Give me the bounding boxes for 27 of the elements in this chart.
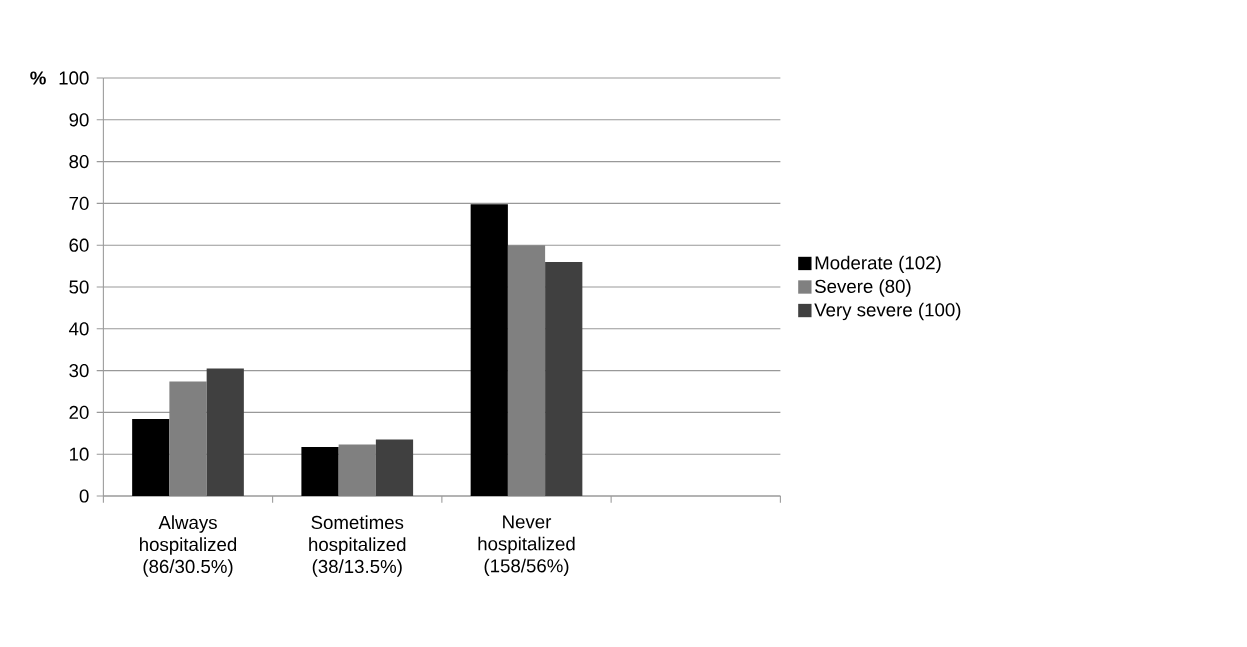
y-axis-title: % xyxy=(30,71,46,85)
y-tick-label: 30 xyxy=(69,363,89,378)
bar xyxy=(470,204,508,496)
y-tick-label: 10 xyxy=(69,447,89,461)
y-tick-label: 100 xyxy=(59,71,89,85)
y-tick-label: 70 xyxy=(69,196,89,211)
bar xyxy=(206,368,244,496)
y-tick-label: 20 xyxy=(69,405,89,420)
legend-label: Very severe (100) xyxy=(814,302,961,321)
bar xyxy=(507,245,546,496)
y-tick-label: 90 xyxy=(69,113,89,127)
y-tick-label: 0 xyxy=(79,489,89,503)
bar xyxy=(338,444,376,496)
legend-label: Moderate (102) xyxy=(815,255,941,274)
bar xyxy=(169,381,207,496)
y-tick-label: 80 xyxy=(69,154,89,169)
x-tick-label: Always hospitalized (86/30.5%) xyxy=(140,515,237,577)
y-tick-label: 40 xyxy=(68,322,89,336)
y-tick-label: 60 xyxy=(69,238,89,252)
y-tick-label: 50 xyxy=(69,280,89,294)
x-tick-label: Sometimes hospitalized (38/13.5%) xyxy=(309,515,406,577)
x-tick-label: Never hospitalized (158/56%) xyxy=(478,515,575,577)
legend-label: Severe (80) xyxy=(815,279,911,297)
bar xyxy=(375,439,414,496)
bar xyxy=(545,261,583,496)
bar xyxy=(132,419,170,496)
bar xyxy=(301,447,339,496)
